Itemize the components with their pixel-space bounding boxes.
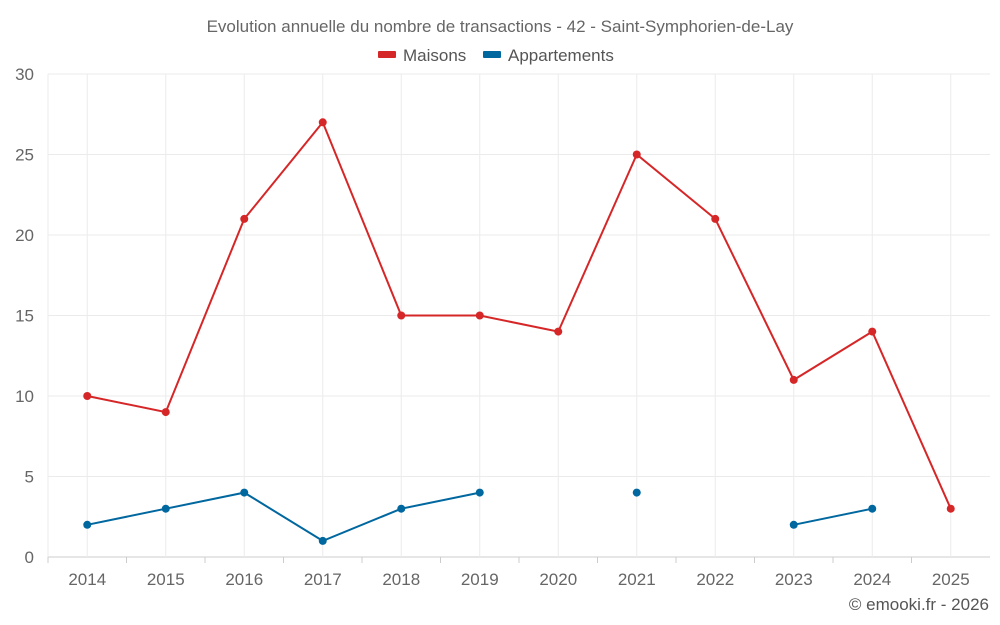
series-group	[83, 118, 955, 545]
data-point	[240, 214, 249, 223]
legend-swatch	[483, 51, 501, 58]
x-tick-label: 2025	[932, 570, 970, 589]
data-point	[711, 214, 720, 223]
data-point	[632, 488, 641, 497]
y-tick-label: 10	[15, 387, 34, 406]
legend: Maisons Appartements	[378, 46, 614, 65]
x-tick-label: 2018	[382, 570, 420, 589]
x-tick-label: 2020	[539, 570, 577, 589]
data-point	[397, 504, 406, 513]
x-tick-label: 2019	[461, 570, 499, 589]
x-tick-label: 2022	[696, 570, 734, 589]
x-tick-label: 2017	[304, 570, 342, 589]
x-tick-label: 2024	[853, 570, 891, 589]
data-point	[475, 311, 484, 320]
x-tick-label: 2014	[68, 570, 106, 589]
y-tick-label: 30	[15, 65, 34, 84]
data-point	[161, 408, 170, 417]
series-appartements	[83, 488, 877, 545]
x-tick-label: 2015	[147, 570, 185, 589]
x-tick-label: 2016	[225, 570, 263, 589]
data-point	[240, 488, 249, 497]
legend-label: Appartements	[508, 46, 614, 65]
data-point	[475, 488, 484, 497]
data-point	[83, 392, 92, 400]
y-tick-label: 25	[15, 146, 34, 165]
data-point	[318, 536, 327, 545]
data-point	[554, 327, 563, 336]
data-point	[868, 504, 877, 513]
series-maisons	[83, 118, 955, 513]
data-point	[397, 311, 406, 320]
x-tick-label: 2023	[775, 570, 813, 589]
data-point	[868, 327, 877, 336]
data-point	[789, 375, 798, 384]
legend-label: Maisons	[403, 46, 466, 65]
y-tick-label: 0	[25, 548, 34, 567]
series-line	[87, 491, 480, 543]
series-line	[793, 507, 873, 526]
data-point	[83, 520, 92, 529]
legend-swatch	[378, 51, 396, 58]
data-point	[789, 520, 798, 529]
data-point	[318, 118, 327, 127]
grid	[47, 73, 990, 558]
data-point	[161, 504, 170, 513]
series-line	[87, 120, 952, 510]
data-point	[632, 150, 641, 159]
chart-title: Evolution annuelle du nombre de transact…	[207, 17, 794, 36]
data-point	[946, 504, 955, 513]
y-tick-label: 15	[15, 307, 34, 326]
y-tick-label: 5	[25, 468, 34, 487]
credit: © emooki.fr - 2026	[849, 595, 989, 614]
y-tick-label: 20	[15, 226, 34, 245]
x-tick-label: 2021	[618, 570, 656, 589]
